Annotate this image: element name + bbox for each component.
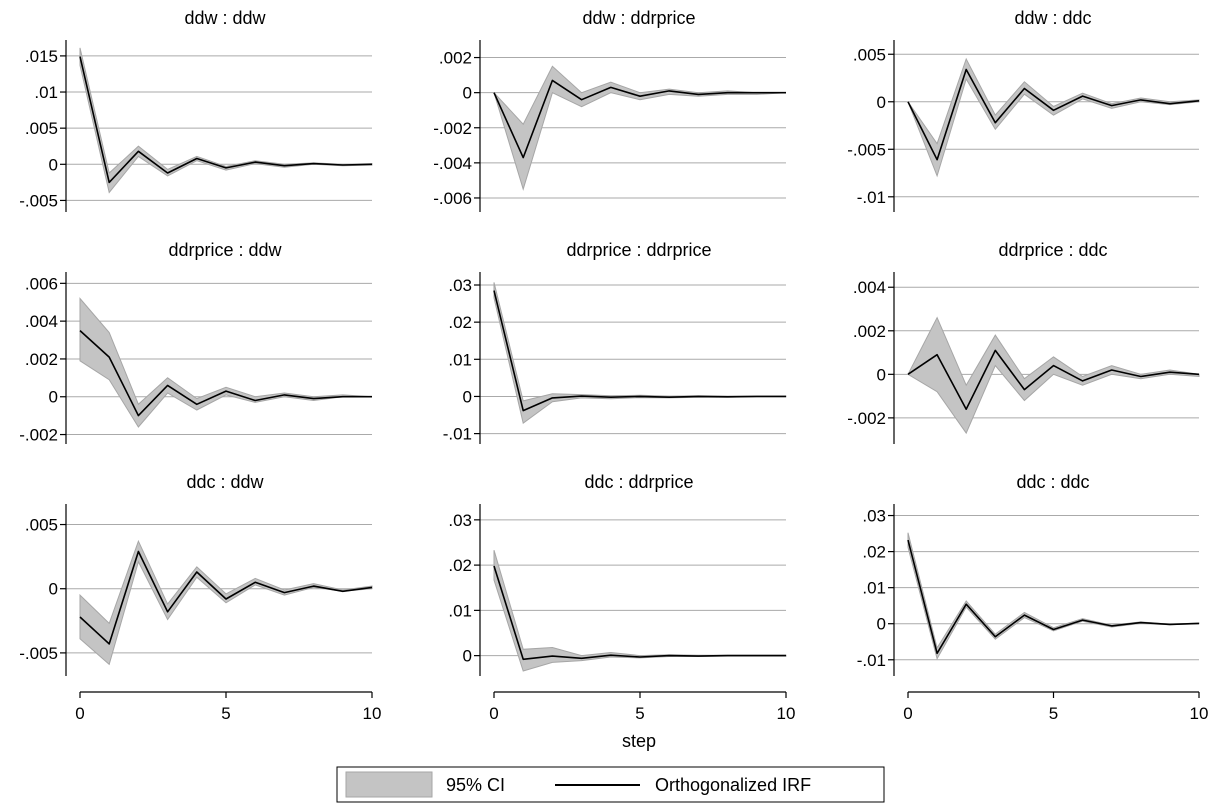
x-tick-label: 10 xyxy=(777,704,796,723)
y-tick-label: .005 xyxy=(853,45,886,64)
x-tick-label: 0 xyxy=(903,704,912,723)
y-tick-label: .006 xyxy=(25,274,58,293)
x-tick-label: 0 xyxy=(75,704,84,723)
irf-series-line xyxy=(493,290,786,412)
y-tick-label: .03 xyxy=(448,276,472,295)
panel-title: ddrprice : ddc xyxy=(998,240,1107,260)
legend-label-ci: 95% CI xyxy=(446,775,505,795)
y-tick-label: -.002 xyxy=(847,409,886,428)
y-tick-label: .03 xyxy=(448,511,472,530)
y-tick-label: -.005 xyxy=(19,191,58,210)
panel-title: ddc : ddw xyxy=(186,472,264,492)
y-tick-label: .004 xyxy=(25,312,58,331)
panel: ddc : ddrprice .03 .02 .01 0 0 5 10 xyxy=(448,472,795,723)
y-tick-label: .015 xyxy=(25,47,58,66)
y-tick-label: 0 xyxy=(49,388,58,407)
y-tick-label: -.004 xyxy=(433,154,472,173)
y-tick-label: 0 xyxy=(877,615,886,634)
y-tick-label: -.006 xyxy=(433,189,472,208)
y-tick-label: 0 xyxy=(49,580,58,599)
y-tick-label: .002 xyxy=(439,49,472,68)
y-tick-label: .02 xyxy=(862,543,886,562)
panel-title: ddrprice : ddrprice xyxy=(566,240,711,260)
irf-series-line xyxy=(79,330,372,417)
y-tick-label: .03 xyxy=(862,507,886,526)
x-axis-title: step xyxy=(622,731,656,751)
panel: ddrprice : ddc .004 .002 0 -.002 xyxy=(847,240,1200,444)
panel: ddrprice : ddw .006 .004 .002 0 -.002 xyxy=(19,240,373,445)
panel-title: ddc : ddrprice xyxy=(584,472,693,492)
y-tick-label: 0 xyxy=(463,84,472,103)
legend-label-irf: Orthogonalized IRF xyxy=(655,775,811,795)
x-tick-label: 10 xyxy=(363,704,382,723)
irf-series-line xyxy=(79,56,373,184)
irf-series-line xyxy=(493,565,786,661)
x-tick-label: 0 xyxy=(489,704,498,723)
y-tick-label: 0 xyxy=(49,155,58,174)
y-tick-label: .02 xyxy=(448,313,472,332)
y-tick-label: .002 xyxy=(853,322,886,341)
ci-band xyxy=(907,57,1200,178)
irf-series-line xyxy=(907,68,1200,161)
y-tick-label: .01 xyxy=(862,579,886,598)
y-tick-label: .005 xyxy=(25,516,58,535)
y-tick-label: .005 xyxy=(25,119,58,138)
irf-series-line xyxy=(79,550,373,645)
y-tick-label: 0 xyxy=(877,93,886,112)
x-tick-label: 5 xyxy=(1049,704,1058,723)
panel-title: ddw : ddc xyxy=(1014,8,1091,28)
ci-band xyxy=(493,282,787,425)
panel: ddw : ddrprice .002 0 -.002 -.004 -.006 xyxy=(433,8,787,212)
ci-band xyxy=(79,47,373,194)
x-tick-label: 5 xyxy=(635,704,644,723)
panel: ddc : ddw .005 0 -.005 0 5 10 xyxy=(19,472,381,723)
ci-band xyxy=(79,539,373,666)
y-tick-label: 0 xyxy=(877,365,886,384)
ci-band xyxy=(907,316,1200,435)
y-tick-label: -.01 xyxy=(857,188,886,207)
panel: ddw : ddw .015 .01 .005 0 -.005 xyxy=(19,8,373,212)
legend-ci-swatch xyxy=(345,771,433,798)
panel-title: ddrprice : ddw xyxy=(168,240,282,260)
legend: 95% CI Orthogonalized IRF xyxy=(336,766,885,803)
panel: ddc : ddc .03 .02 .01 0 -.01 0 5 10 xyxy=(857,472,1209,723)
panel-title: ddw : ddw xyxy=(184,8,266,28)
y-tick-label: -.005 xyxy=(19,644,58,663)
irf-series-line xyxy=(907,349,1200,411)
y-tick-label: -.002 xyxy=(433,119,472,138)
y-tick-label: .01 xyxy=(448,601,472,620)
y-tick-label: -.01 xyxy=(443,425,472,444)
ci-band xyxy=(79,297,373,428)
y-tick-label: .02 xyxy=(448,556,472,575)
y-tick-label: 0 xyxy=(463,647,472,666)
y-tick-label: -.005 xyxy=(847,140,886,159)
irf-series-line xyxy=(493,79,786,159)
panel: ddrprice : ddrprice .03 .02 .01 0 -.01 xyxy=(443,240,787,444)
y-tick-label: -.002 xyxy=(19,426,58,445)
x-tick-label: 5 xyxy=(221,704,230,723)
y-tick-label: .004 xyxy=(853,278,886,297)
panel-title: ddc : ddc xyxy=(1016,472,1089,492)
panel: ddw : ddc .005 0 -.005 -.01 xyxy=(847,8,1200,212)
irf-series-line xyxy=(907,539,1200,655)
y-tick-label: 0 xyxy=(463,387,472,406)
y-tick-label: -.01 xyxy=(857,651,886,670)
y-tick-label: .002 xyxy=(25,350,58,369)
y-tick-label: .01 xyxy=(34,83,58,102)
y-tick-label: .01 xyxy=(448,350,472,369)
panel-title: ddw : ddrprice xyxy=(582,8,695,28)
x-tick-label: 10 xyxy=(1190,704,1209,723)
